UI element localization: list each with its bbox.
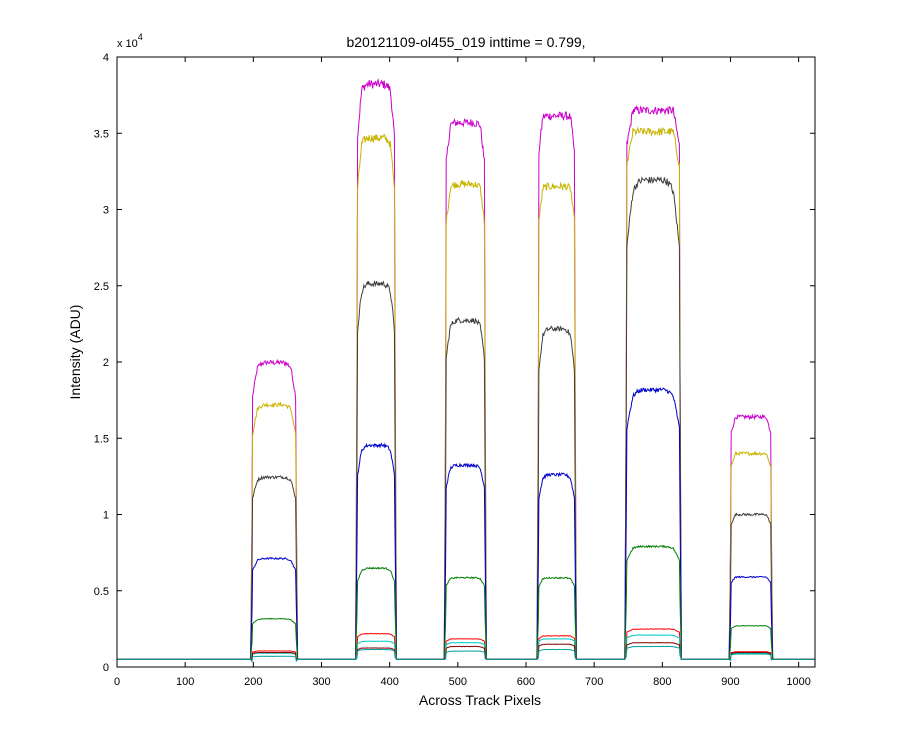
y-tick-label-8: 4 — [103, 52, 109, 64]
series-line-8 — [117, 645, 815, 664]
x-axis-title: Across Track Pixels — [419, 692, 541, 708]
series-line-2 — [117, 176, 815, 660]
x-tick-label-800: 800 — [653, 676, 671, 688]
y-tick-label-3: 1.5 — [94, 433, 109, 445]
y-tick-label-0: 0 — [103, 662, 109, 674]
x-tick-label-1000: 1000 — [786, 676, 810, 688]
x-tick-label-500: 500 — [449, 676, 467, 688]
x-tick-label-0: 0 — [114, 676, 120, 688]
y-tick-label-6: 3 — [103, 205, 109, 217]
y-multiplier-prefix: x 10 — [117, 38, 138, 50]
axis-ticks: 0 100 200 300 400 500 600 700 800 900 1000 0 0.5 1 1.5… — [94, 52, 815, 688]
x-tick-label-100: 100 — [176, 676, 194, 688]
x-tick-label-200: 200 — [244, 676, 262, 688]
x-tick-label-300: 300 — [312, 676, 330, 688]
plot-area — [117, 57, 815, 667]
y-tick-label-5: 2.5 — [94, 281, 109, 293]
y-axis-title: Intensity (ADU) — [67, 305, 83, 400]
x-tick-label-400: 400 — [380, 676, 398, 688]
y-multiplier-exponent: 4 — [138, 32, 143, 42]
y-multiplier-label: x 104 — [117, 32, 143, 50]
y-tick-label-7: 3.5 — [94, 128, 109, 140]
x-tick-label-700: 700 — [585, 676, 603, 688]
y-tick-label-4: 2 — [103, 357, 109, 369]
chart-title: b20121109-ol455_019 inttime = 0.799, — [346, 34, 585, 50]
series-line-4 — [117, 544, 815, 660]
series-line-3 — [117, 387, 815, 660]
x-tick-label-900: 900 — [721, 676, 739, 688]
series-lines — [117, 77, 815, 664]
y-tick-label-2: 1 — [103, 510, 109, 522]
y-tick-label-1: 0.5 — [94, 586, 109, 598]
x-tick-label-600: 600 — [517, 676, 535, 688]
